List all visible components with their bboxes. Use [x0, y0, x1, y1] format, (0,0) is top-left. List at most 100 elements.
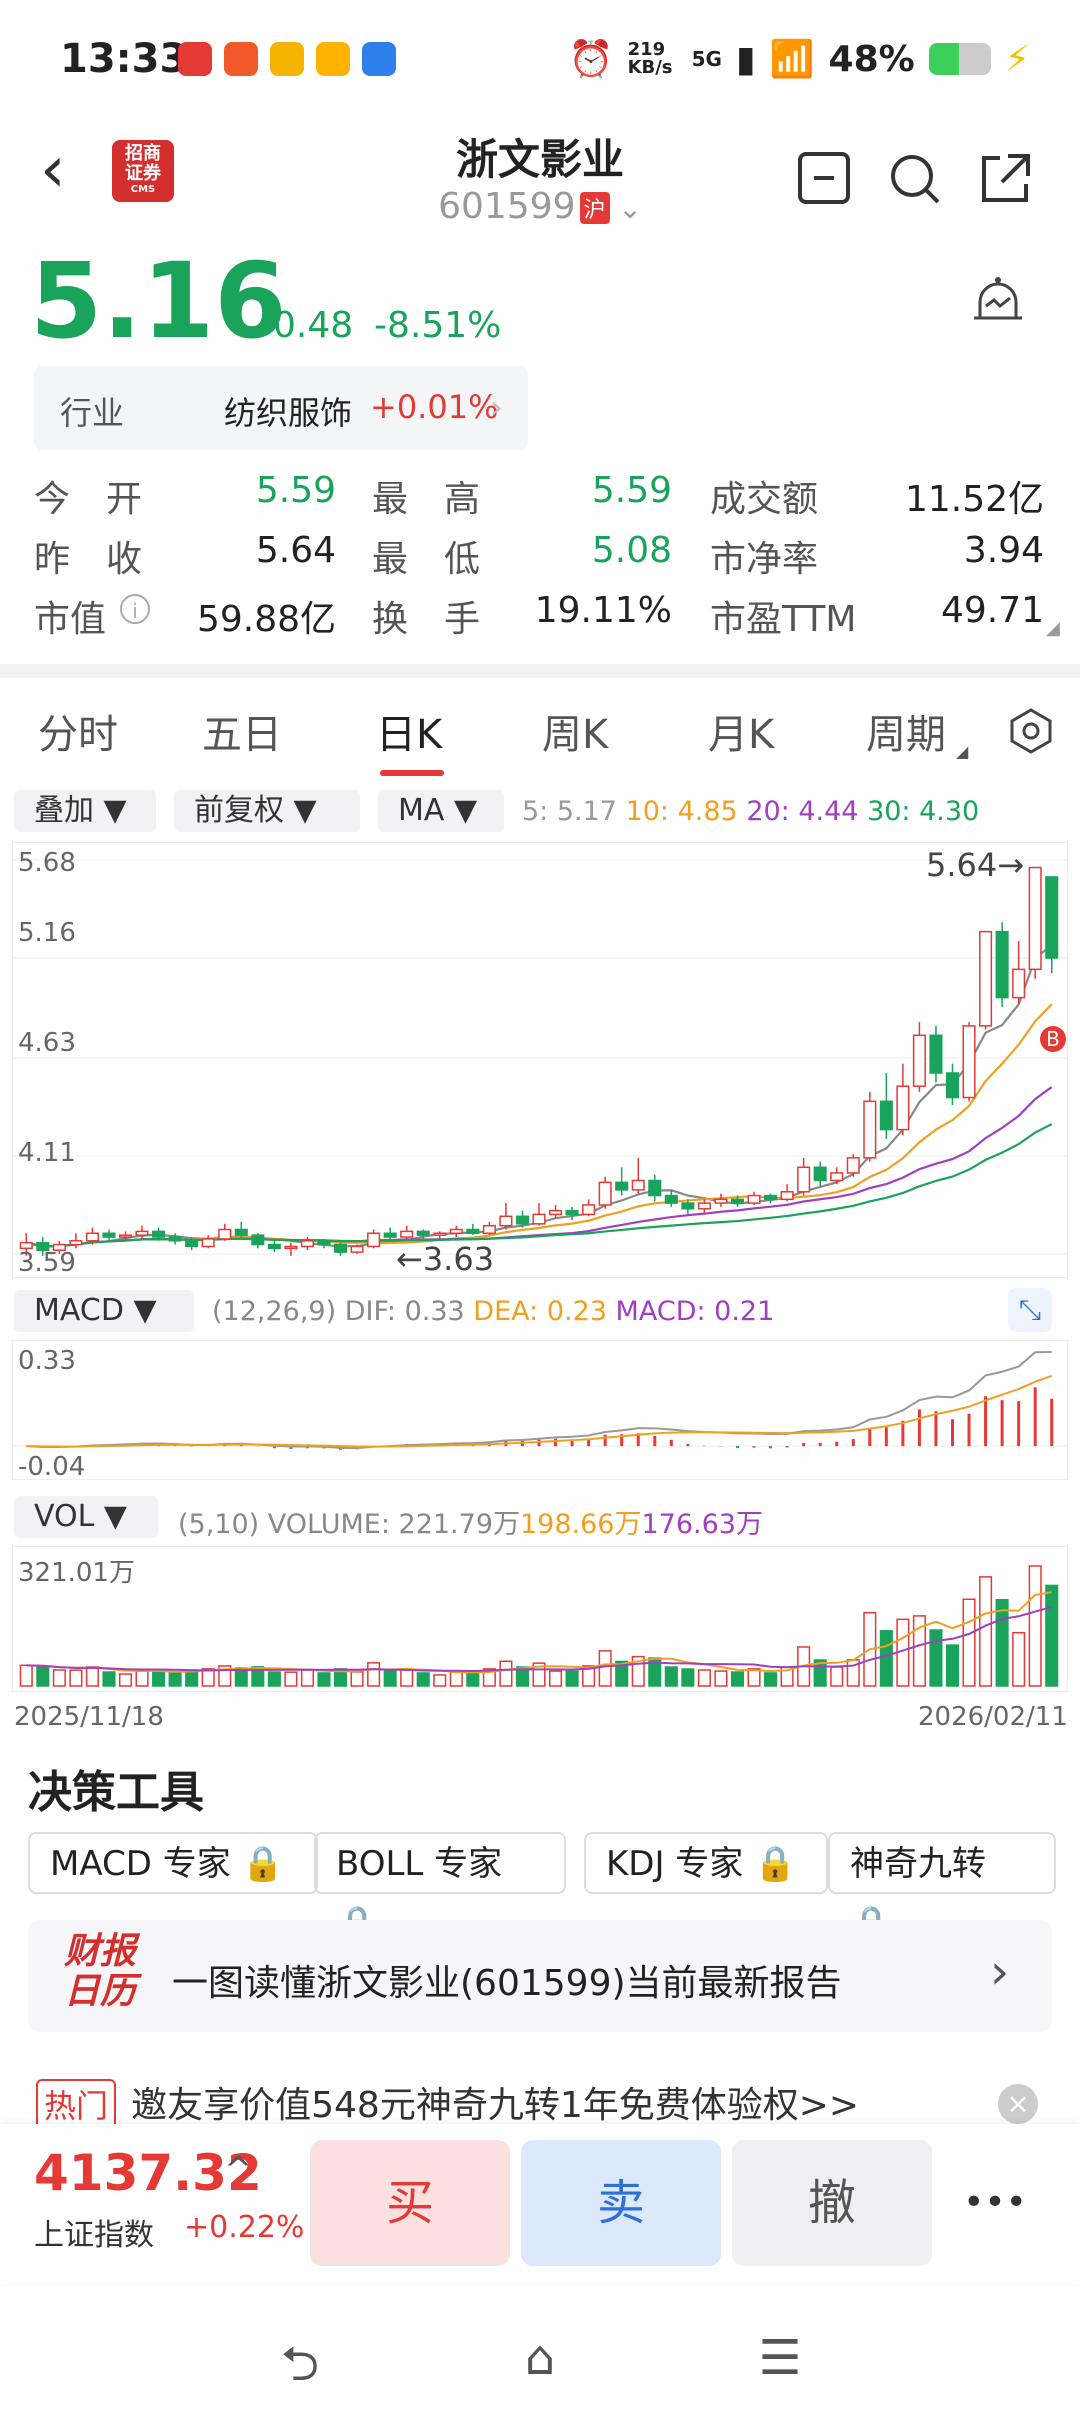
ma-dropdown[interactable]: MA ▼ — [378, 790, 504, 832]
ma20-value: 20: 4.44 — [746, 796, 859, 827]
macd-dea: DEA: 0.23 — [473, 1296, 607, 1327]
expand-corner-icon[interactable]: ◢ — [1046, 618, 1060, 639]
tool-boll-expert[interactable]: BOLL 专家 🔒 — [314, 1832, 566, 1944]
more-button[interactable]: ••• — [963, 2182, 1027, 2223]
tab-weekly-k[interactable]: 周K — [542, 712, 609, 758]
tool-label: BOLL 专家 — [336, 1844, 503, 1884]
volume-bar — [565, 1670, 579, 1687]
tab-monthly-k[interactable]: 月K — [708, 712, 775, 758]
candle-body — [764, 1194, 778, 1201]
candle-body — [466, 1228, 480, 1235]
tab-intraday[interactable]: 分时 — [38, 712, 118, 758]
volume-bar — [598, 1650, 612, 1687]
kline-chart[interactable] — [12, 842, 1068, 1278]
tab-daily-k[interactable]: 日K — [376, 712, 443, 758]
volume-bar — [532, 1662, 546, 1687]
industry-box[interactable]: 行业 纺织服饰 +0.01% › — [34, 366, 528, 450]
volume-bar — [284, 1671, 298, 1687]
candle-body — [218, 1228, 232, 1240]
stock-code-row[interactable]: 601599 沪 ⌄ — [0, 186, 1080, 227]
cancel-order-button[interactable]: 撤 — [732, 2140, 932, 2266]
stat-value: 11.52亿 — [904, 479, 1044, 520]
market-badge: 沪 — [579, 192, 610, 224]
minus-square-icon[interactable] — [796, 150, 852, 206]
buy-button[interactable]: 买 — [310, 2140, 510, 2266]
candle-body — [515, 1215, 529, 1225]
chip-label: MA — [398, 793, 445, 828]
signal-bars-icon: ▮ — [735, 38, 756, 80]
nav-menu-icon[interactable]: ☰ — [758, 2330, 802, 2386]
signal-label: 5G — [691, 47, 722, 71]
settings-hexagon-icon[interactable] — [1006, 706, 1056, 756]
volume-bar — [400, 1669, 414, 1687]
volume-bar — [499, 1660, 513, 1687]
volume-bar — [135, 1670, 149, 1687]
earnings-calendar-badge: 财报 日历 — [64, 1932, 144, 2012]
volume-bar — [300, 1669, 314, 1687]
info-icon[interactable]: i — [120, 594, 150, 624]
nav-back-icon[interactable]: ⮌ — [280, 2336, 320, 2392]
candle-body — [52, 1243, 66, 1251]
buy-signal-badge[interactable]: B — [1040, 1026, 1066, 1052]
chevron-right-icon: › — [490, 388, 503, 426]
share-icon[interactable] — [978, 150, 1034, 206]
candle-body — [697, 1202, 711, 1210]
candle-body — [85, 1232, 99, 1242]
tab-period[interactable]: 周期 — [866, 712, 946, 758]
volume-bar — [582, 1665, 596, 1687]
volume-chart[interactable] — [12, 1546, 1068, 1692]
expand-icon[interactable]: ⤡ — [1008, 1288, 1052, 1332]
volume-bar — [449, 1671, 463, 1687]
candle-body — [929, 1034, 943, 1074]
tool-macd-expert[interactable]: MACD 专家 🔒 — [28, 1832, 318, 1894]
alert-bell-icon[interactable] — [966, 272, 1030, 336]
macd-dropdown[interactable]: MACD ▼ — [14, 1290, 194, 1332]
candle-body — [615, 1181, 629, 1191]
end-date: 2026/02/11 — [918, 1702, 1068, 1732]
zhe-app-icon — [178, 42, 212, 76]
volume-bar — [714, 1670, 728, 1687]
y-axis-label: 3.59 — [18, 1248, 76, 1278]
candle-body — [532, 1213, 546, 1225]
stat-label: 最 低 — [372, 539, 481, 580]
overlay-dropdown[interactable]: 叠加 ▼ — [14, 790, 156, 832]
vol-dropdown[interactable]: VOL ▼ — [14, 1496, 158, 1538]
close-icon[interactable]: × — [998, 2084, 1038, 2124]
stat-label: 成交额 — [710, 479, 819, 520]
volume-bar — [19, 1664, 33, 1687]
earnings-report-banner[interactable]: 财报 日历 一图读懂浙文影业(601599)当前最新报告 › — [28, 1920, 1052, 2032]
candle-body — [383, 1232, 397, 1238]
nav-home-icon[interactable]: ⌂ — [524, 2330, 556, 2386]
candle-body — [1028, 866, 1042, 971]
volume-bar — [118, 1673, 133, 1687]
candle-body — [714, 1198, 728, 1204]
adjust-dropdown[interactable]: 前复权 ▼ — [174, 790, 360, 832]
sell-button[interactable]: 卖 — [521, 2140, 721, 2266]
candle-body — [730, 1198, 745, 1204]
tab-five-day[interactable]: 五日 — [202, 712, 282, 758]
tool-magic-nine[interactable]: 神奇九转 🔒 — [828, 1832, 1056, 1944]
y-axis-label: 5.16 — [18, 918, 76, 948]
candle-body — [1012, 968, 1026, 999]
stat-value: 3.94 — [963, 530, 1044, 571]
tool-kdj-expert[interactable]: KDJ 专家 🔒 — [584, 1832, 828, 1894]
volume-bar — [416, 1672, 430, 1687]
wifi-icon: 📶 — [769, 39, 815, 80]
macd-chart[interactable] — [12, 1340, 1068, 1480]
candle-body — [664, 1194, 678, 1204]
y-axis-label: 5.68 — [18, 848, 76, 878]
hot-promo[interactable]: 热门 邀友享价值548元神奇九转1年免费体验权>> — [36, 2076, 859, 2129]
volume-bar — [664, 1666, 678, 1687]
candle-body — [152, 1230, 166, 1238]
candle-body — [69, 1240, 83, 1246]
volume-bar — [52, 1669, 66, 1687]
price-change-pct: -8.51% — [374, 305, 502, 346]
volume-bar — [912, 1615, 926, 1687]
stat-label: 最 高 — [372, 479, 481, 520]
volume-bar — [697, 1669, 711, 1687]
dif-line — [26, 1351, 1052, 1450]
chevron-up-icon[interactable]: ^ — [224, 2150, 253, 2190]
search-icon[interactable] — [886, 150, 942, 206]
back-button[interactable]: ‹ — [40, 133, 66, 207]
index-value[interactable]: 4137.32 — [34, 2144, 262, 2202]
